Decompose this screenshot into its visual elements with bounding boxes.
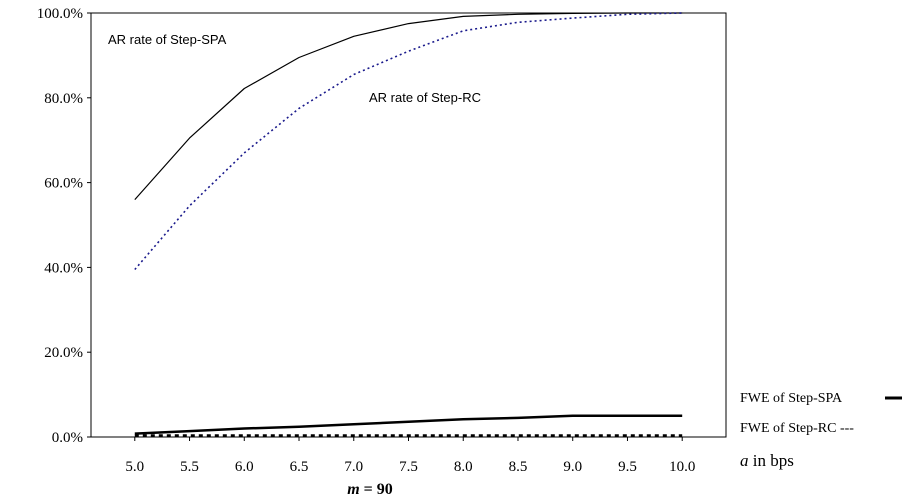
series-line-ar-rate-of-step-spa: [134, 12, 683, 200]
x-axis-label-unit: in bps: [749, 451, 794, 470]
x-tick-label: 8.0: [454, 459, 473, 475]
annotation-spa-ar: AR rate of Step-SPA: [108, 32, 227, 47]
y-tick-label: 0.0%: [52, 430, 83, 446]
y-tick-label: 40.0%: [44, 260, 83, 276]
series-line-ar-rate-of-step-rc: [134, 12, 683, 271]
caption-rest: = 90: [360, 481, 393, 498]
x-tick-label: 5.5: [180, 459, 199, 475]
annotation-rc-ar: AR rate of Step-RC: [369, 90, 481, 105]
y-tick-label: 100.0%: [37, 6, 83, 22]
x-tick-label: 10.0: [669, 459, 695, 475]
x-tick-label: 5.0: [125, 459, 144, 475]
legend-fwe-spa: FWE of Step-SPA: [740, 391, 843, 406]
x-axis-ticks: 5.0 5.5 6.0 6.5 7.0 7.5 8.0 8.5 9.0 9.5 10.0: [125, 437, 695, 475]
y-tick-label: 20.0%: [44, 345, 83, 361]
plot-frame: [90, 12, 727, 438]
series-line-fwe-of-step-spa: [134, 414, 683, 435]
y-axis-ticks: 0.0% 20.0% 40.0% 60.0% 80.0% 100.0%: [37, 6, 91, 446]
x-axis-label-var: a: [740, 451, 749, 470]
x-tick-label: 7.0: [344, 459, 363, 475]
x-tick-label: 8.5: [509, 459, 528, 475]
x-tick-label: 7.5: [399, 459, 418, 475]
y-tick-label: 80.0%: [44, 91, 83, 107]
x-tick-label: 6.0: [235, 459, 254, 475]
legend-fwe-rc: FWE of Step-RC ---: [740, 421, 854, 436]
x-tick-label: 9.0: [563, 459, 582, 475]
x-tick-label: 9.5: [618, 459, 637, 475]
y-tick-label: 60.0%: [44, 176, 83, 192]
x-tick-label: 6.5: [290, 459, 309, 475]
x-axis-label: a in bps: [740, 451, 794, 470]
chart-caption: m = 90: [347, 481, 393, 498]
caption-var: m: [347, 481, 359, 498]
series-group: [134, 12, 683, 438]
